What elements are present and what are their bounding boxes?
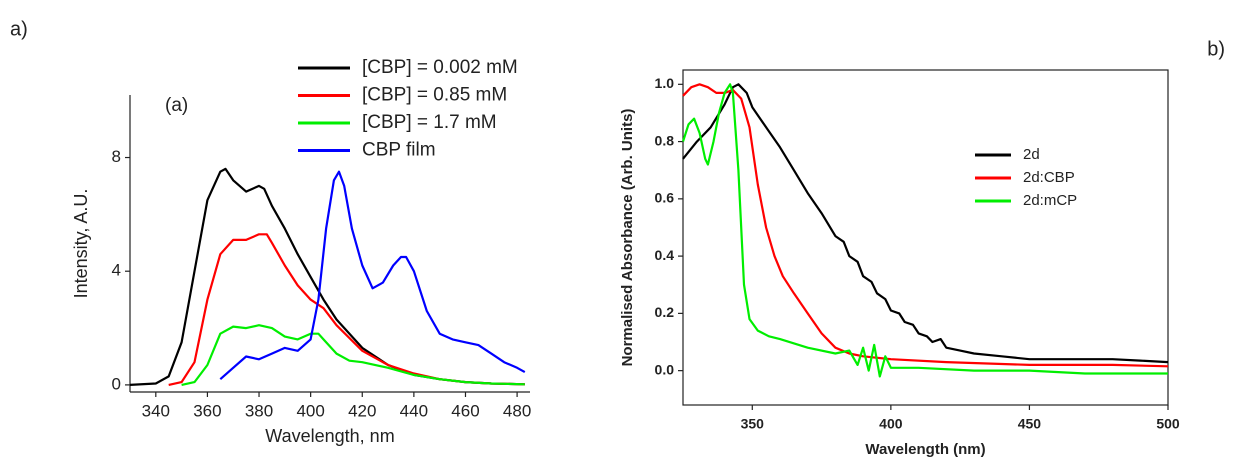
y-axis-label: Normalised Absorbance (Arb. Units)	[619, 109, 636, 367]
y-tick-label: 0.6	[655, 190, 675, 206]
y-tick-label: 0.2	[655, 304, 675, 320]
panel-label: b)	[1207, 38, 1225, 60]
legend-label: 2d:mCP	[1023, 192, 1077, 209]
x-tick-label: 450	[1018, 416, 1042, 432]
x-tick-label: 400	[296, 401, 324, 420]
x-tick-label: 460	[451, 401, 479, 420]
data-line	[681, 83, 1168, 378]
x-tick-label: 340	[142, 401, 170, 420]
legend-label: 2d	[1023, 146, 1040, 163]
data-line	[682, 83, 1169, 364]
y-axis-label: Intensity, A.U.	[71, 189, 91, 299]
panel-b: 350 400 450 500 0.0 0.2 0.4 0.6 0.8 1.0 Wavelength…	[619, 38, 1225, 458]
y-tick-label: 0.8	[655, 132, 675, 148]
legend-label: [CBP] = 0.85 mM	[362, 85, 507, 106]
y-tick-label: 8	[112, 147, 121, 166]
data-line	[181, 324, 525, 386]
y-tick-label: 0.0	[655, 361, 675, 377]
y-tick-label: 0.4	[655, 247, 675, 263]
x-tick-label: 350	[741, 416, 765, 432]
annotation: (a)	[165, 95, 188, 116]
data-line	[168, 233, 525, 386]
legend-label: CBP film	[362, 140, 436, 161]
data-line	[219, 170, 526, 381]
x-axis-label: Wavelength, nm	[265, 426, 394, 446]
panel-a: 340 360 380 400 420 440 460 480 0 4 8 Wavelength, n…	[10, 18, 531, 445]
data-line	[682, 83, 1169, 368]
y-tick-label: 0	[112, 374, 121, 393]
plot-frame	[682, 69, 1169, 406]
legend-label: [CBP] = 1.7 mM	[362, 112, 497, 133]
x-tick-label: 400	[879, 416, 903, 432]
data-line	[129, 167, 525, 386]
x-tick-label: 360	[193, 401, 221, 420]
legend-label: 2d:CBP	[1023, 169, 1075, 186]
legend-label: [CBP] = 0.002 mM	[362, 57, 518, 78]
x-tick-label: 500	[1156, 416, 1180, 432]
x-tick-label: 420	[348, 401, 376, 420]
y-tick-label: 1.0	[655, 75, 675, 91]
x-tick-label: 480	[503, 401, 531, 420]
x-axis-label: Wavelength (nm)	[865, 441, 985, 458]
panel-label: a)	[10, 18, 28, 40]
x-tick-label: 440	[400, 401, 428, 420]
y-tick-label: 4	[112, 261, 121, 280]
x-tick-label: 380	[245, 401, 273, 420]
